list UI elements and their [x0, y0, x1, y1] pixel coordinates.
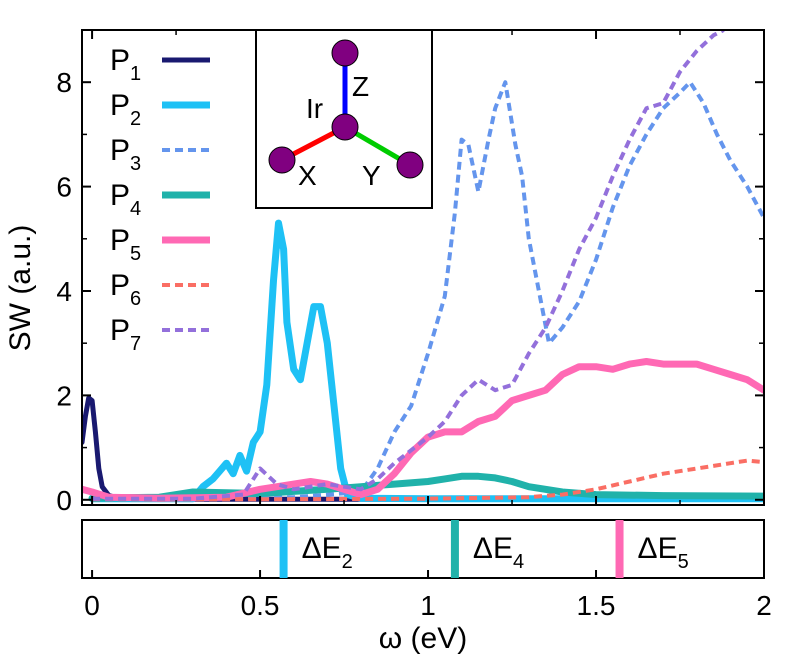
- x-tick-label: 2: [756, 590, 772, 621]
- y-tick-label: 2: [56, 380, 72, 411]
- inset-label-ir: Ir: [306, 93, 323, 124]
- marker-label-de4: ΔE4: [473, 532, 524, 573]
- atom-x: [268, 146, 296, 174]
- x-tick-label: 0: [84, 590, 100, 621]
- inset-diagram: Z X Y Ir: [255, 29, 433, 209]
- inset-label-z: Z: [352, 71, 369, 102]
- atom-y: [396, 151, 424, 179]
- plot-area: 0 2 4 6 8: [56, 29, 765, 516]
- y-tick-label: 6: [56, 172, 72, 203]
- marker-panel-frame: [81, 519, 765, 579]
- legend-label-p4: P4: [110, 179, 141, 220]
- marker-label-de2: ΔE2: [302, 532, 353, 573]
- legend-label-p5: P5: [110, 224, 141, 265]
- marker-panel: ΔE2 ΔE4 ΔE5 0 0.5 1 1.5 2: [81, 519, 772, 621]
- marker-label-de5: ΔE5: [638, 532, 689, 573]
- series-line-p7: [92, 30, 725, 501]
- y-tick-label: 8: [56, 67, 72, 98]
- x-axis-label: ω (eV): [379, 622, 467, 655]
- x-tick-label: 0.5: [241, 590, 280, 621]
- series-line-p5: [82, 358, 764, 502]
- x-tick-label: 1.5: [577, 590, 616, 621]
- atom-ir: [331, 113, 359, 141]
- legend-label-p2: P2: [110, 89, 141, 130]
- y-tick-label: 0: [56, 485, 72, 516]
- x-tick-label: 1: [420, 590, 436, 621]
- series-line-p6: [92, 458, 764, 502]
- series-line-p3: [92, 80, 764, 501]
- legend-label-p6: P6: [110, 269, 141, 310]
- atom-z: [331, 39, 359, 67]
- series-line-p2: [88, 219, 764, 503]
- legend-label-p7: P7: [110, 314, 141, 355]
- inset-label-y: Y: [362, 160, 381, 191]
- inset-label-x: X: [298, 160, 317, 191]
- y-tick-label: 4: [56, 276, 72, 307]
- y-axis-label: SW (a.u.): [4, 225, 37, 352]
- legend-label-p1: P1: [110, 44, 141, 85]
- legend-label-p3: P3: [110, 134, 141, 175]
